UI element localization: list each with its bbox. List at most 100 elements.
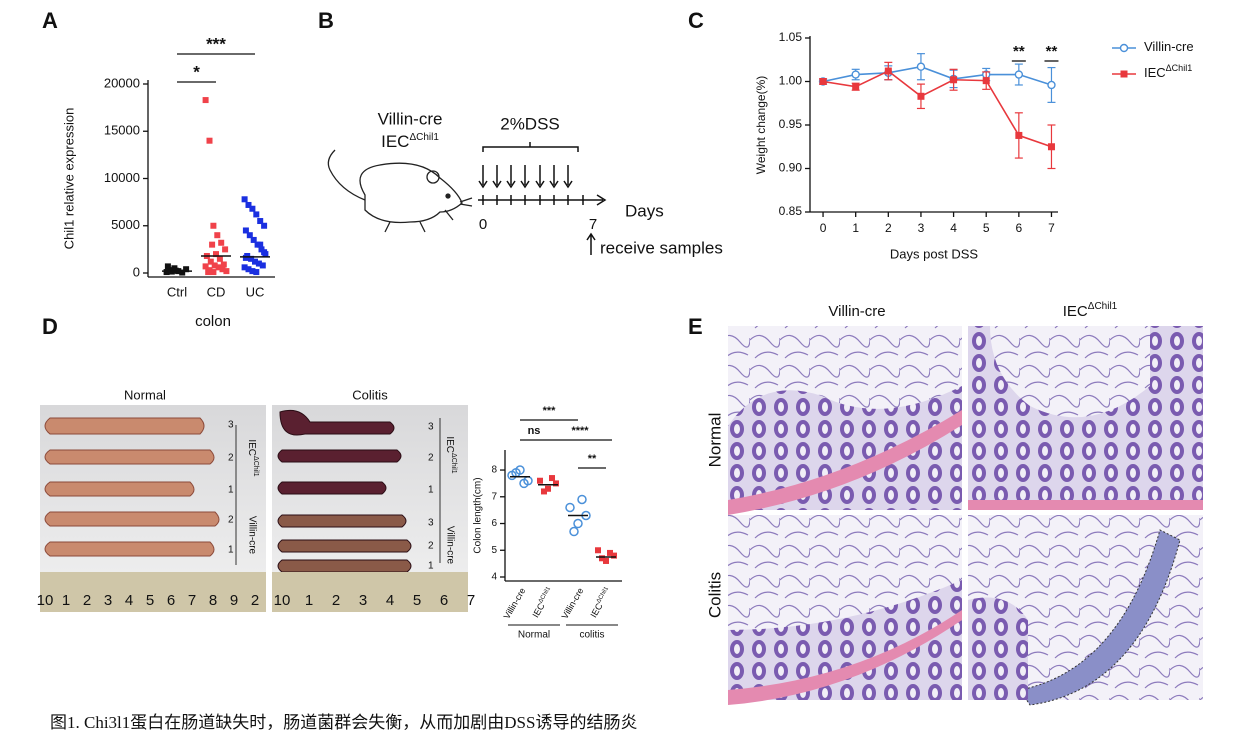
strain-label: IECΔChil1 <box>381 132 439 152</box>
sample-number: 3 <box>228 420 234 431</box>
data-point <box>1047 80 1056 90</box>
ruler-number: 1 <box>62 592 70 609</box>
sample-number: 1 <box>428 485 434 496</box>
data-point <box>218 239 225 246</box>
column-text: IEC <box>1063 303 1088 320</box>
row-label: Normal <box>705 413 724 468</box>
x-tick-text: Villin-cre <box>502 586 528 621</box>
data-point <box>255 260 262 267</box>
genotype-superscript: ΔChil1 <box>252 456 259 477</box>
ruler-number: 6 <box>440 592 448 609</box>
data-point <box>241 196 248 203</box>
data-point <box>222 246 229 253</box>
genotype-text: IEC <box>444 436 455 453</box>
legend-text: Villin-cre <box>1144 39 1194 54</box>
genotype-text: IEC <box>246 439 257 456</box>
data-point <box>253 269 260 276</box>
y-axis-label: Colon length(cm) <box>473 477 484 553</box>
data-point <box>214 232 221 239</box>
y-tick-label: 0.85 <box>779 204 803 218</box>
photo-title: Normal <box>124 387 166 402</box>
significance-label: *** <box>543 405 557 417</box>
data-point <box>603 557 609 564</box>
group-label: Normal <box>518 630 550 641</box>
significance-label: ns <box>528 425 541 437</box>
significance-label: ** <box>588 453 597 465</box>
y-tick-label: 1.05 <box>779 30 803 44</box>
strain-label: Villin-cre <box>378 109 443 128</box>
genotype-superscript: ΔChil1 <box>450 453 457 474</box>
y-tick-label: 6 <box>491 518 497 529</box>
data-point <box>220 261 227 268</box>
legend-marker <box>1120 70 1128 78</box>
caption: 图1. Chi3l1蛋白在肠道缺失时，肠道菌群会失衡，从而加剧由DSS诱导的结肠… <box>50 713 637 732</box>
y-tick-label: 0 <box>133 264 140 279</box>
x-tick-label: 3 <box>918 221 925 235</box>
data-point <box>917 92 925 100</box>
ruler-number: 2 <box>251 592 259 609</box>
ruler-number: 10 <box>37 592 54 609</box>
ruler-number: 3 <box>104 592 112 609</box>
legend-superscript: ΔChil1 <box>1166 63 1193 73</box>
legend-label: Villin-cre <box>1144 39 1194 54</box>
colon-photo <box>40 405 468 612</box>
data-point <box>599 555 605 562</box>
data-point <box>210 222 217 229</box>
data-point <box>519 478 529 489</box>
y-tick-label: 7 <box>491 491 497 502</box>
data-point <box>213 251 219 258</box>
y-tick-label: 5 <box>491 545 497 556</box>
y-tick-label: 8 <box>491 465 497 476</box>
y-tick-label: 20000 <box>104 75 140 90</box>
panel-label: E <box>688 314 703 339</box>
ruler-number: 1 <box>305 592 313 609</box>
column-label: IECΔChil1 <box>1063 301 1118 320</box>
x-tick-label: Villin-cre <box>560 586 586 621</box>
photo-title: Colitis <box>352 387 388 402</box>
data-point <box>249 205 256 212</box>
column-label: Villin-cre <box>828 303 885 320</box>
ruler-number: 8 <box>209 592 217 609</box>
data-point <box>611 552 617 559</box>
x-tick-label: UC <box>246 284 265 299</box>
x-axis-label: colon <box>195 313 231 330</box>
panel-label: A <box>42 8 58 33</box>
x-tick-label: 5 <box>983 221 990 235</box>
data-point <box>253 211 260 218</box>
sample-number: 1 <box>228 485 234 496</box>
timeline-unit: Days <box>625 201 664 220</box>
y-tick-label: 1.00 <box>779 74 803 88</box>
x-tick-label: 4 <box>950 221 957 235</box>
data-point <box>1015 131 1023 139</box>
x-tick-label: 6 <box>1015 221 1022 235</box>
data-point <box>257 241 264 248</box>
x-tick-label: 0 <box>820 221 827 235</box>
endpoint-label: receive samples <box>600 238 723 257</box>
data-point <box>565 502 575 513</box>
x-tick-label: 2 <box>885 221 892 235</box>
sample-number: 3 <box>428 422 434 433</box>
genotype-label: IECΔChil1 <box>246 439 259 476</box>
x-tick-label: IECΔChil1 <box>588 585 614 619</box>
x-tick-label: 1 <box>852 221 859 235</box>
data-point <box>223 268 230 275</box>
y-tick-label: 15000 <box>104 123 140 138</box>
data-point <box>210 269 217 276</box>
sample-number: 1 <box>228 545 234 556</box>
data-point <box>219 266 226 273</box>
data-point <box>545 485 551 492</box>
data-point <box>259 262 266 269</box>
data-point <box>216 255 223 262</box>
significance-label: * <box>193 62 200 81</box>
group-label: colitis <box>579 630 604 641</box>
data-point <box>215 264 222 271</box>
data-point <box>242 227 249 234</box>
significance-label: ** <box>1013 43 1025 60</box>
x-tick-superscript: ΔChil1 <box>538 585 552 604</box>
control-label: Villin-cre <box>246 516 257 555</box>
strain-superscript: ΔChil1 <box>409 132 439 143</box>
x-tick-text: IEC <box>589 601 605 619</box>
data-point <box>916 62 926 71</box>
genotype-label: IECΔChil1 <box>444 436 457 473</box>
